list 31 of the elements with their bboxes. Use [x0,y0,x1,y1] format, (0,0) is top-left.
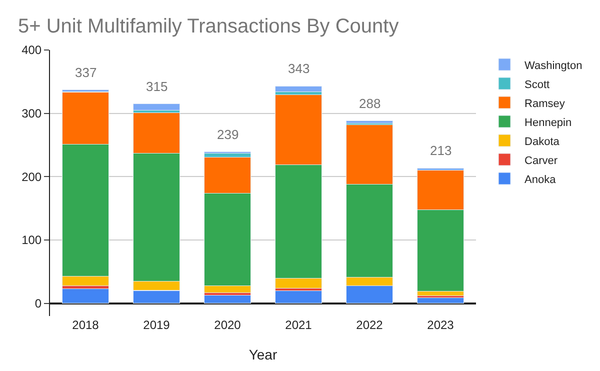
chart-title: 5+ Unit Multifamily Transactions By County [18,16,399,38]
y-tick-label: 300 [22,106,42,121]
bar [62,288,109,304]
x-tick-label: 2021 [285,318,312,332]
x-tick-label: 2018 [72,318,100,332]
total-label: 343 [288,61,310,76]
total-label: 239 [217,127,239,142]
x-tick-label: 2022 [356,318,384,332]
x-tick-label: 2020 [214,318,242,332]
legend-label: Anoka [524,174,557,186]
x-tick-label: 2023 [427,318,454,332]
legend-label: Carver [524,154,558,167]
legend-label: Dakota [524,136,560,148]
legend-label: Ramsey [524,98,566,110]
y-tick-label: 100 [22,233,42,248]
total-label: 213 [430,143,452,158]
bar [133,104,180,110]
y-tick-label: 400 [22,43,42,58]
legend-label: Washington [524,60,582,72]
total-label: 337 [75,65,97,80]
x-tick-label: 2019 [143,318,170,332]
bar [204,294,251,304]
x-axis-title: Year [248,346,278,362]
y-tick-label: 200 [22,170,42,184]
bar [275,290,322,304]
bar [275,86,322,92]
legend-label: Scott [524,78,550,91]
total-label: 288 [359,96,381,111]
total-label: 315 [146,79,168,94]
legend-label: Hennepin [524,116,572,129]
y-tick-label: 0 [34,296,42,311]
